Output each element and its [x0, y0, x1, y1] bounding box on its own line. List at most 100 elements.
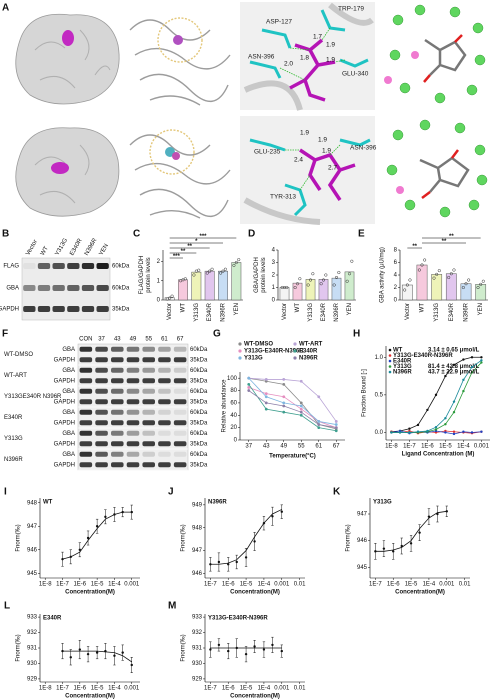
row-label: GAPDH — [54, 399, 75, 405]
series-line — [248, 377, 337, 425]
replicate-dot — [447, 275, 451, 280]
binding-site — [240, 2, 375, 225]
data-point — [299, 407, 303, 411]
blot-band — [126, 451, 140, 457]
y-tick-label: 4 — [272, 248, 276, 254]
blot-band — [79, 441, 93, 447]
blot-band — [95, 357, 108, 363]
group-label: E340R — [4, 415, 23, 421]
blot-band — [173, 451, 187, 457]
replicate-dot — [208, 269, 212, 273]
replicate-dot — [306, 283, 310, 287]
blot-band — [126, 430, 140, 436]
blot-band — [142, 346, 155, 352]
data-point — [426, 429, 429, 433]
data-point — [470, 356, 474, 359]
lane-label: E340R — [69, 237, 84, 256]
sig-label: ** — [181, 249, 186, 255]
blot-band — [158, 367, 171, 373]
x-tick-label: 1E-7 — [403, 444, 416, 450]
replicate-dot — [481, 279, 485, 283]
x-tick-label: 1E-4 — [108, 582, 121, 588]
blot-band — [79, 367, 93, 373]
blot-band — [158, 462, 171, 468]
y-axis-label: Fnorm(‰) — [16, 634, 22, 661]
x-tick-label: 1E-7 — [204, 686, 217, 692]
y-tick-label: 1 — [272, 285, 276, 291]
data-point — [253, 645, 256, 648]
x-tick-label: E340R — [449, 302, 455, 321]
group-label: WT-ART — [4, 373, 27, 379]
distance-label: 1.9 — [326, 57, 335, 64]
y-tick-label: 929 — [192, 676, 203, 682]
x-tick-label: 61 — [315, 444, 322, 450]
blot-band — [158, 388, 171, 394]
row-label: GAPDH — [54, 462, 75, 468]
x-tick-label: 55 — [298, 444, 305, 450]
size-label: 60kDa — [190, 368, 208, 374]
y-tick-label: 930 — [192, 661, 203, 667]
legend-label: Y313G-E340R-N396R — [244, 349, 304, 355]
data-point — [282, 395, 286, 399]
data-point — [264, 392, 268, 396]
blot-band — [79, 399, 93, 405]
y-axis-label: Relative abundance — [222, 379, 228, 433]
lane-label: CON — [79, 337, 92, 343]
size-label: 35kDa — [112, 307, 130, 313]
blot-band — [95, 420, 108, 426]
data-point — [480, 361, 483, 364]
x-tick-label: 0.001 — [474, 444, 490, 450]
legend-marker — [293, 349, 297, 353]
lane-label: 55 — [145, 337, 152, 343]
y-axis-label: GBA activity (μU/mg) — [380, 247, 386, 303]
data-point — [426, 408, 429, 412]
size-label: 35kDa — [190, 357, 208, 363]
replicate-dot — [219, 271, 223, 275]
replicate-dot — [321, 278, 326, 282]
x-tick-label: 43 — [263, 444, 270, 450]
blot-band — [173, 441, 187, 447]
y-tick-label: 1 — [157, 278, 161, 284]
legend-marker — [293, 342, 297, 346]
data-point — [264, 407, 268, 411]
row-label: GAPDH — [54, 441, 75, 447]
data-point — [271, 515, 274, 518]
data-point — [299, 410, 303, 414]
replicate-dot — [350, 259, 354, 263]
series-line — [248, 387, 337, 429]
data-point — [217, 643, 221, 647]
blot-band — [126, 420, 140, 426]
blot-band — [142, 462, 155, 468]
data-point — [69, 555, 72, 559]
blot-band — [95, 378, 108, 384]
x-tick-label: 67 — [333, 444, 340, 450]
blot-band — [67, 306, 80, 312]
data-point — [317, 420, 321, 423]
sig-label: *** — [199, 234, 207, 240]
x-tick-label: 1E-4 — [258, 582, 271, 588]
bar — [231, 262, 242, 301]
blot-band — [142, 399, 155, 405]
data-point — [444, 416, 447, 420]
legend-marker — [388, 365, 392, 368]
blot-band — [142, 409, 155, 415]
blot-band — [67, 285, 80, 291]
distance-label: 1.9 — [318, 137, 327, 144]
x-axis-label: Concentration(M) — [230, 590, 280, 596]
panel-label: I — [4, 487, 7, 498]
blot-band — [111, 357, 124, 363]
x-tick-label: 0.01 — [459, 582, 471, 588]
blot-band — [52, 285, 65, 291]
blot-band — [126, 409, 140, 415]
data-point — [400, 544, 403, 548]
blot-band — [111, 399, 124, 405]
x-tick-label: 1E-8 — [39, 582, 52, 588]
x-tick-label: YEN — [347, 303, 353, 315]
legend-label: N396R — [299, 356, 318, 362]
replicate-dot — [435, 272, 439, 276]
y-tick-label: 60 — [230, 400, 237, 406]
series-line — [248, 384, 337, 432]
data-point — [299, 413, 303, 417]
x-tick-label: Vector — [405, 303, 411, 320]
data-point — [247, 382, 251, 386]
